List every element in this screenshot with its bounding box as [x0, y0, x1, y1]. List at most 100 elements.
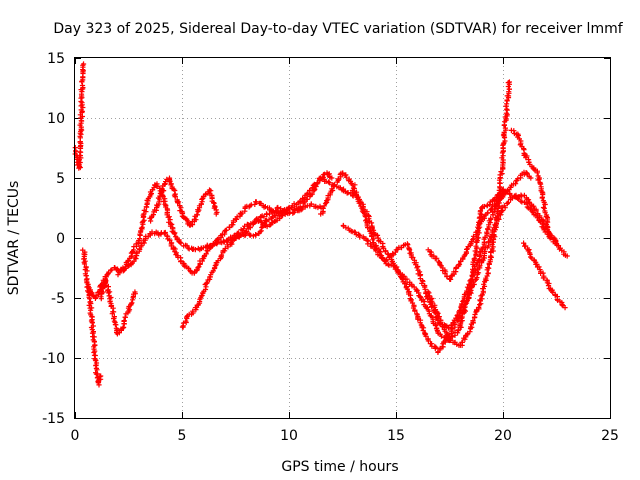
- data-point: [485, 210, 491, 216]
- data-point: [131, 258, 137, 264]
- data-point: [139, 224, 145, 230]
- data-point: [564, 253, 570, 259]
- data-point: [329, 175, 335, 181]
- data-point: [438, 333, 444, 339]
- data-point: [241, 226, 247, 232]
- data-point: [545, 229, 551, 235]
- data-point: [133, 251, 139, 257]
- data-point: [500, 194, 506, 200]
- data-point: [536, 176, 542, 182]
- data-point: [192, 247, 198, 253]
- data-point: [223, 227, 229, 233]
- data-point: [93, 371, 100, 377]
- data-point: [175, 200, 181, 206]
- data-point: [498, 207, 504, 214]
- data-point: [531, 166, 537, 172]
- x-tick-label: 10: [280, 428, 298, 444]
- data-point: [431, 253, 437, 259]
- data-point: [86, 302, 92, 308]
- data-point: [488, 206, 495, 212]
- series-arc-12: [425, 79, 513, 348]
- data-point: [326, 180, 333, 186]
- data-point: [432, 345, 438, 351]
- data-point: [89, 320, 95, 326]
- data-point: [208, 188, 214, 194]
- data-point: [203, 280, 209, 287]
- data-point: [357, 200, 363, 206]
- data-point: [275, 204, 281, 211]
- chart-title: Day 323 of 2025, Sidereal Day-to-day VTE…: [53, 21, 623, 37]
- data-point: [477, 263, 483, 269]
- series-arc-2: [80, 247, 104, 388]
- data-point: [513, 181, 519, 187]
- data-point: [473, 243, 479, 249]
- data-point: [459, 339, 465, 345]
- data-point: [458, 303, 464, 309]
- data-point: [521, 240, 527, 246]
- x-axis-label: GPS time / hours: [281, 459, 398, 475]
- data-point: [250, 220, 256, 226]
- data-point: [195, 264, 201, 271]
- series-arc-8: [221, 170, 335, 245]
- data-point: [213, 211, 219, 217]
- data-point: [121, 318, 127, 324]
- data-point: [419, 325, 425, 331]
- data-point: [129, 300, 135, 306]
- data-point: [370, 237, 376, 243]
- data-point: [92, 295, 98, 301]
- data-point: [93, 293, 99, 299]
- data-point: [485, 265, 491, 271]
- data-point: [542, 201, 548, 208]
- data-point: [218, 252, 225, 258]
- plot-frame: [74, 57, 611, 419]
- data-point: [261, 214, 267, 220]
- data-point: [138, 225, 145, 231]
- data-point: [84, 268, 90, 274]
- data-point: [417, 294, 424, 300]
- data-point: [528, 254, 534, 260]
- data-point: [221, 239, 227, 245]
- data-point: [171, 231, 178, 237]
- data-point: [506, 86, 512, 92]
- data-point: [425, 338, 431, 344]
- data-point: [477, 302, 483, 308]
- data-point: [472, 248, 478, 254]
- data-point: [177, 239, 183, 245]
- data-point: [481, 203, 487, 210]
- data-point: [378, 255, 384, 261]
- data-point: [162, 230, 168, 236]
- data-point: [308, 201, 314, 207]
- data-point: [291, 201, 297, 207]
- data-point: [426, 293, 433, 299]
- data-point: [515, 176, 521, 182]
- y-tick-label: -5: [51, 291, 65, 307]
- data-point: [456, 261, 463, 267]
- data-point: [100, 285, 106, 291]
- data-point: [280, 212, 286, 218]
- data-point: [484, 229, 490, 235]
- data-point: [172, 193, 178, 200]
- data-point: [247, 232, 254, 238]
- data-point: [460, 298, 466, 304]
- data-point: [199, 196, 205, 202]
- data-point: [204, 280, 210, 286]
- data-point: [212, 263, 218, 269]
- data-point: [401, 273, 407, 279]
- data-point: [322, 200, 329, 206]
- data-point: [253, 199, 259, 205]
- data-point: [454, 312, 460, 319]
- data-point: [488, 254, 494, 260]
- data-point: [304, 191, 310, 197]
- data-point: [506, 79, 513, 85]
- data-point: [98, 294, 104, 300]
- data-point: [502, 125, 508, 131]
- data-point: [488, 215, 494, 221]
- data-point: [478, 212, 484, 218]
- data-point: [132, 289, 138, 295]
- data-point: [175, 199, 182, 205]
- data-point: [444, 274, 450, 280]
- data-point: [253, 232, 259, 238]
- series-arc-15: [508, 127, 554, 241]
- data-point: [83, 273, 89, 279]
- y-tick-label: 10: [47, 111, 65, 127]
